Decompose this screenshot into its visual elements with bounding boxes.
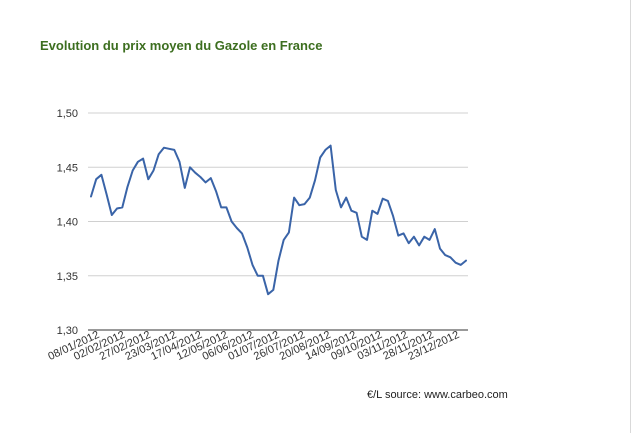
- series-line: [90, 144, 467, 296]
- y-tick-label: 1,30: [57, 325, 78, 337]
- page-divider: [630, 0, 631, 433]
- chart-title: Evolution du prix moyen du Gazole en Fra…: [40, 38, 323, 53]
- y-tick-label: 1,50: [57, 108, 78, 120]
- y-tick-label: 1,35: [57, 271, 78, 283]
- y-tick-label: 1,45: [57, 162, 78, 174]
- source-note: €/L source: www.carbeo.com: [367, 389, 508, 401]
- y-tick-label: 1,40: [57, 217, 78, 229]
